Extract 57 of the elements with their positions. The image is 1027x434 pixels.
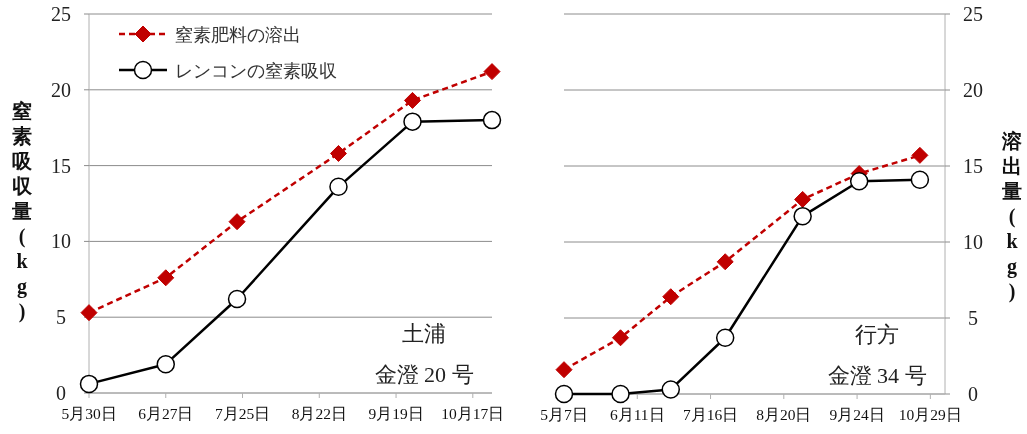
- annotation: 金澄 34 号: [827, 363, 927, 388]
- point: [612, 329, 630, 347]
- x-tick-label: 9月24日: [829, 406, 885, 423]
- point: [329, 144, 347, 162]
- point: [404, 91, 421, 109]
- point: [611, 384, 630, 404]
- y-tick-label: 10: [51, 230, 71, 253]
- point: [715, 328, 735, 348]
- y-tick-label: 15: [51, 154, 71, 177]
- point: [157, 269, 175, 287]
- annotation: 行方: [855, 322, 899, 347]
- x-tick-label: 8月22日: [291, 405, 347, 422]
- x-tick-label: 7月16日: [682, 406, 739, 423]
- x-tick-label: 10月29日: [898, 406, 962, 423]
- y2-tick-label: 20: [963, 79, 983, 101]
- point: [911, 146, 929, 164]
- legend-label: 窒素肥料の溶出: [175, 25, 301, 45]
- x-tick-label: 7月25日: [214, 405, 271, 422]
- point: [482, 110, 502, 130]
- x-tick-label: 9月19日: [368, 405, 424, 422]
- x-tick-label: 8月20日: [756, 406, 812, 423]
- x-tick-label: 6月27日: [138, 405, 194, 422]
- y2-tick-label: 0: [968, 383, 978, 405]
- point: [910, 170, 930, 189]
- x-tick-label: 5月7日: [540, 406, 588, 423]
- point: [554, 384, 574, 404]
- y2-tick-label: 25: [963, 3, 983, 25]
- point: [793, 206, 812, 226]
- point: [80, 304, 98, 322]
- point: [661, 380, 681, 399]
- annotation: 土浦: [402, 321, 446, 346]
- point: [329, 177, 348, 197]
- text: 窒素吸収量(kg): [12, 100, 32, 322]
- x-tick-label: 5月30日: [61, 405, 117, 422]
- point: [555, 361, 573, 379]
- y-tick-label: 20: [51, 78, 71, 101]
- y2-axis-title: 溶出量(kg): [1001, 130, 1022, 303]
- point: [794, 190, 812, 208]
- point: [483, 63, 501, 81]
- annotation: 金澄 20 号: [374, 362, 474, 387]
- y-tick-label: 5: [56, 306, 66, 329]
- y2-tick-label: 15: [963, 155, 983, 177]
- point: [662, 288, 680, 306]
- point: [228, 213, 246, 231]
- x-tick-label: 6月11日: [609, 406, 665, 423]
- y2-tick-label: 5: [968, 307, 978, 329]
- point: [403, 112, 422, 131]
- legend-label: レンコンの窒素吸収: [175, 61, 337, 81]
- point: [156, 354, 176, 374]
- y-tick-label: 0: [56, 382, 66, 404]
- point: [849, 171, 869, 191]
- y-tick-label: 25: [51, 3, 71, 25]
- x-tick-label: 10月17日: [441, 405, 505, 422]
- point: [716, 253, 734, 271]
- point: [227, 289, 247, 309]
- point: [79, 374, 99, 394]
- y2-tick-label: 10: [963, 231, 983, 253]
